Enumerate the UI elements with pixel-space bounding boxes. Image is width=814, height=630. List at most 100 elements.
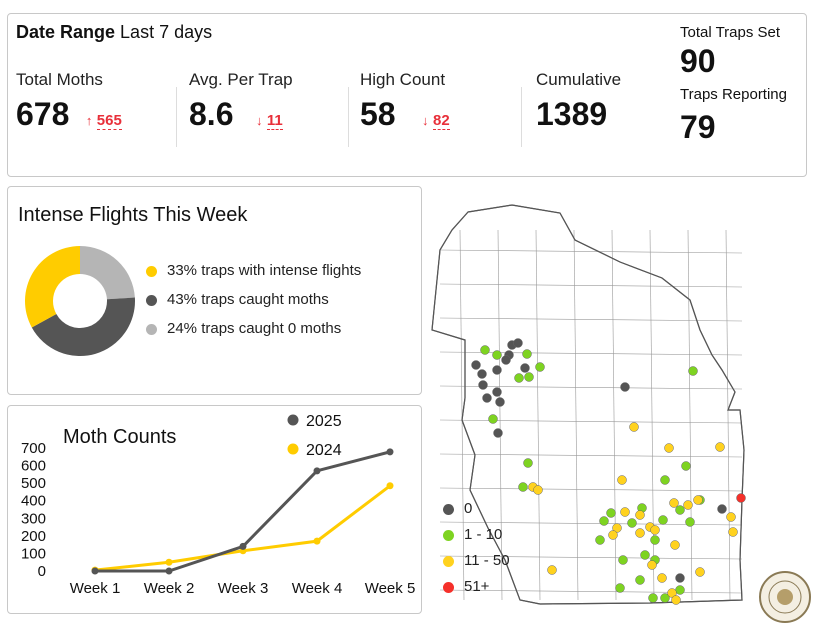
y-tick-label: 500 — [21, 475, 46, 492]
trap-11-50-marker — [608, 530, 618, 540]
y-tick-label: 400 — [21, 493, 46, 510]
donut-title: Intense Flights This Week — [18, 204, 248, 226]
legend-label: 51+ — [464, 578, 490, 595]
trap-1-10-marker — [595, 535, 605, 545]
trap-11-50-marker — [617, 475, 627, 485]
trap-1-10-marker — [675, 585, 685, 595]
legend-label: 11 - 50 — [464, 552, 510, 569]
date-range-value: Last 7 days — [120, 22, 213, 42]
traps-reporting-value: 79 — [680, 109, 716, 145]
metric-high-count: High Count 58 ↓ 82 — [360, 70, 450, 133]
trap-1-10-marker — [514, 373, 524, 383]
county-border — [439, 487, 743, 492]
y-tick-label: 100 — [21, 545, 46, 562]
metric-cumulative: Cumulative 1389 — [536, 70, 621, 133]
county-border — [439, 351, 743, 356]
county-border — [687, 229, 693, 601]
total-traps-label: Total Traps Set — [680, 24, 781, 41]
trap-1-10-marker — [681, 461, 691, 471]
donut-slice — [31, 297, 136, 356]
agency-seal-logo — [759, 571, 811, 623]
trap-1-10-marker — [685, 517, 695, 527]
y-tick-label: 700 — [21, 440, 46, 457]
metric-value: 1389 — [536, 96, 608, 132]
intense-flights-card: Intense Flights This Week 33% traps with… — [7, 186, 422, 395]
summary-card: Date Range Last 7 days Total Moths 678 ↑… — [7, 13, 807, 177]
trap-11-50-marker — [620, 507, 630, 517]
legend-item: 33% traps with intense flights — [146, 262, 361, 291]
data-point-2025 — [313, 467, 321, 475]
trap-1-10-marker — [518, 482, 528, 492]
trap-11-50-marker — [635, 510, 645, 520]
map-legend-item: 51+ — [443, 578, 510, 595]
trap-1-10-marker — [660, 593, 670, 603]
map-legend: 0 1 - 10 11 - 50 51+ — [443, 500, 510, 595]
metric-avg-per-trap: Avg. Per Trap 8.6 ↓ 11 — [189, 70, 293, 133]
metric-value: 8.6 — [189, 96, 234, 132]
metric-delta: 565 — [96, 112, 122, 130]
trap-zero-marker — [477, 369, 487, 379]
legend-label: 2025 — [306, 413, 342, 430]
trap-11-50-marker — [635, 528, 645, 538]
trap-11-50-marker — [647, 560, 657, 570]
trap-1-10-marker — [648, 593, 658, 603]
trap-11-50-marker — [715, 442, 725, 452]
legend-dot-icon — [146, 265, 157, 277]
legend-label: 1 - 10 — [464, 526, 503, 543]
metric-label: Avg. Per Trap — [189, 70, 293, 89]
map-legend-item: 0 — [443, 500, 510, 526]
map-legend-item: 1 - 10 — [443, 526, 510, 552]
line-chart-title: Moth Counts — [63, 426, 176, 448]
legend-dot-icon — [146, 323, 157, 335]
trap-1-10-marker — [480, 345, 490, 355]
data-point-2025 — [239, 542, 247, 550]
trap-1-10-marker — [688, 366, 698, 376]
trap-1-10-marker — [650, 535, 660, 545]
y-tick-label: 600 — [21, 458, 46, 475]
trap-1-10-marker — [522, 349, 532, 359]
down-arrow-icon: ↓ — [422, 113, 429, 128]
trap-zero-marker — [620, 382, 630, 392]
trap-1-10-marker — [524, 372, 534, 382]
total-traps-value: 90 — [680, 43, 716, 79]
x-tick-label: Week 5 — [365, 580, 416, 597]
trap-zero-marker — [501, 355, 511, 365]
down-arrow-icon: ↓ — [255, 113, 263, 128]
trap-zero-marker — [513, 338, 523, 348]
trap-11-50-marker — [671, 595, 681, 605]
trap-zero-marker — [717, 504, 727, 514]
county-border — [573, 229, 579, 601]
trap-1-10-marker — [660, 475, 670, 485]
county-border — [439, 453, 743, 458]
data-point-2024 — [165, 558, 173, 566]
donut-legend: 33% traps with intense flights 43% traps… — [146, 262, 361, 337]
metric-label: High Count — [360, 70, 446, 89]
county-border — [439, 589, 743, 594]
county-border — [439, 555, 743, 560]
trap-11-50-marker — [695, 567, 705, 577]
legend-label: 33% traps with intense flights — [167, 262, 362, 279]
county-border — [439, 317, 743, 322]
trap-1-10-marker — [606, 508, 616, 518]
trap-51-plus-marker — [736, 493, 746, 503]
trap-zero-marker — [471, 360, 481, 370]
trap-1-10-marker — [535, 362, 545, 372]
divider — [176, 87, 177, 147]
county-border — [439, 249, 743, 254]
up-arrow-icon: ↑ — [85, 113, 93, 128]
legend-item: 24% traps caught 0 moths — [146, 320, 361, 337]
county-border — [439, 385, 743, 390]
x-tick-label: Week 3 — [218, 580, 269, 597]
donut-slice — [25, 246, 80, 328]
trap-1-10-marker — [523, 458, 533, 468]
legend-item: 43% traps caught moths — [146, 291, 361, 320]
donut-slice — [80, 246, 135, 300]
y-tick-label: 0 — [38, 563, 46, 580]
trap-11-50-marker — [728, 527, 738, 537]
trap-1-10-marker — [635, 575, 645, 585]
trap-11-50-marker — [547, 565, 557, 575]
metric-label: Total Moths — [16, 70, 103, 89]
trap-1-10-marker — [627, 518, 637, 528]
divider — [348, 87, 349, 147]
